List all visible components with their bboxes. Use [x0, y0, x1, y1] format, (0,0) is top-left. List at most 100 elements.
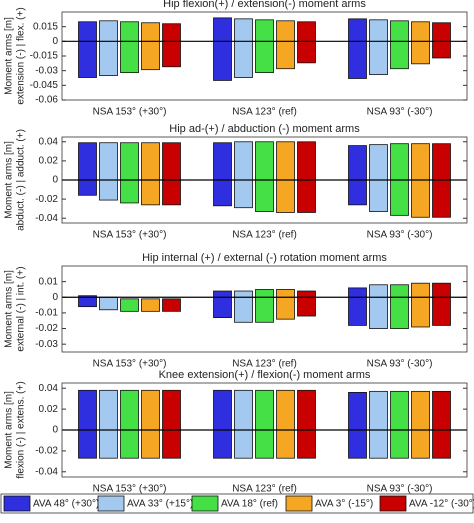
- bar: [369, 390, 388, 459]
- bar: [255, 389, 274, 459]
- bar: [297, 141, 316, 213]
- x-tick-label: NSA 93° (-30°): [367, 230, 433, 241]
- x-tick-label: NSA 93° (-30°): [367, 484, 433, 495]
- bar: [432, 390, 451, 459]
- bar: [297, 389, 316, 459]
- x-tick-label: NSA 123° (ref): [232, 107, 297, 118]
- bar: [348, 287, 367, 326]
- x-tick-label: NSA 93° (-30°): [367, 359, 433, 370]
- y-axis-label: external (-) | int. (+): [16, 266, 27, 351]
- bar: [411, 21, 430, 65]
- bar: [78, 142, 97, 196]
- bar: [432, 282, 451, 326]
- x-tick-label: NSA 93° (-30°): [367, 107, 433, 118]
- y-axis-label: flexion (-) | extens. (+): [16, 381, 27, 478]
- y-tick-label: -0.02: [35, 446, 58, 457]
- y-axis-label: Moment arms [m]: [4, 17, 15, 95]
- bar: [78, 389, 97, 459]
- y-tick-label: -0.045: [30, 80, 59, 91]
- bar: [141, 389, 160, 459]
- bar: [162, 142, 181, 206]
- legend-label: AVA -12° (-30°): [409, 499, 474, 510]
- y-tick-label: -0.01: [35, 308, 58, 319]
- y-tick-label: 0: [52, 175, 58, 186]
- y-axis-label: Moment arms [m]: [4, 270, 15, 348]
- bar: [390, 20, 409, 70]
- bar: [234, 141, 253, 209]
- bar: [141, 298, 160, 312]
- chart-title: Hip internal (+) / external (-) rotation…: [142, 252, 387, 264]
- y-axis-label: Moment arms [m]: [4, 141, 15, 219]
- y-tick-label: 0: [52, 36, 58, 47]
- y-tick-label: 0: [52, 425, 58, 436]
- legend-label: AVA 18° (ref): [221, 499, 278, 510]
- bar: [99, 296, 118, 311]
- y-tick-label: -0.04: [35, 213, 58, 224]
- y-tick-label: -0.06: [35, 95, 58, 106]
- y-tick-label: 0.01: [39, 276, 59, 287]
- bar: [213, 389, 232, 459]
- x-tick-label: NSA 153° (+30°): [93, 107, 167, 118]
- legend-swatch: [3, 495, 31, 512]
- bar: [432, 22, 451, 59]
- bar: [141, 142, 160, 206]
- bar: [348, 391, 367, 459]
- x-tick-label: NSA 123° (ref): [232, 484, 297, 495]
- bar: [255, 289, 274, 323]
- bar: [276, 289, 295, 320]
- chart-title: Knee extension(+) / flexion(-) moment ar…: [159, 369, 371, 381]
- legend-label: AVA 48° (+30°): [33, 499, 99, 510]
- plot-frame: [61, 11, 468, 101]
- y-tick-label: 0.04: [39, 136, 59, 147]
- plot-frame: [61, 382, 468, 478]
- bar: [99, 389, 118, 459]
- y-tick-label: 0: [52, 292, 58, 303]
- bar: [369, 19, 388, 75]
- y-tick-label: 0.02: [39, 404, 59, 415]
- bar: [120, 142, 139, 204]
- bar: [348, 18, 367, 79]
- y-axis-label: extension (-) | flex. (+): [16, 7, 27, 104]
- bar: [99, 20, 118, 76]
- x-tick-label: NSA 153° (+30°): [93, 359, 167, 370]
- bar: [390, 284, 409, 329]
- bar: [276, 389, 295, 459]
- y-tick-label: -0.03: [35, 339, 58, 350]
- chart-title: Hip flexion(+) / extension(-) moment arm…: [163, 0, 366, 10]
- y-tick-label: 0.015: [33, 21, 58, 32]
- bar: [162, 298, 181, 312]
- bar: [78, 21, 97, 78]
- legend-label: AVA 33° (+15°): [127, 499, 193, 510]
- bar: [411, 282, 430, 328]
- bar: [297, 21, 316, 64]
- y-tick-label: -0.04: [35, 466, 58, 477]
- bar: [162, 23, 181, 68]
- bar: [78, 295, 97, 308]
- bar: [255, 19, 274, 74]
- legend-swatch: [97, 495, 125, 512]
- y-axis-label: Moment arms [m]: [4, 391, 15, 469]
- bar: [276, 20, 295, 70]
- plot-frame: [61, 136, 468, 224]
- bar: [276, 141, 295, 213]
- bar: [120, 298, 139, 312]
- y-tick-label: -0.02: [35, 194, 58, 205]
- y-tick-label: 0.02: [39, 156, 59, 167]
- y-tick-label: -0.03: [35, 65, 58, 76]
- bar: [213, 290, 232, 319]
- bar: [213, 17, 232, 81]
- y-tick-label: 0.04: [39, 383, 59, 394]
- x-tick-label: NSA 123° (ref): [232, 230, 297, 241]
- chart-title: Hip ad-(+) / abduction (-) moment arms: [169, 123, 360, 135]
- plot-frame: [61, 265, 468, 353]
- legend-swatch: [379, 495, 407, 512]
- legend-swatch: [285, 495, 313, 512]
- bar: [120, 21, 139, 74]
- legend-label: AVA 3° (-15°): [315, 499, 373, 510]
- x-tick-label: NSA 153° (+30°): [93, 230, 167, 241]
- bar: [213, 142, 232, 207]
- bar: [411, 390, 430, 459]
- bar: [255, 141, 274, 212]
- x-tick-label: NSA 123° (ref): [232, 359, 297, 370]
